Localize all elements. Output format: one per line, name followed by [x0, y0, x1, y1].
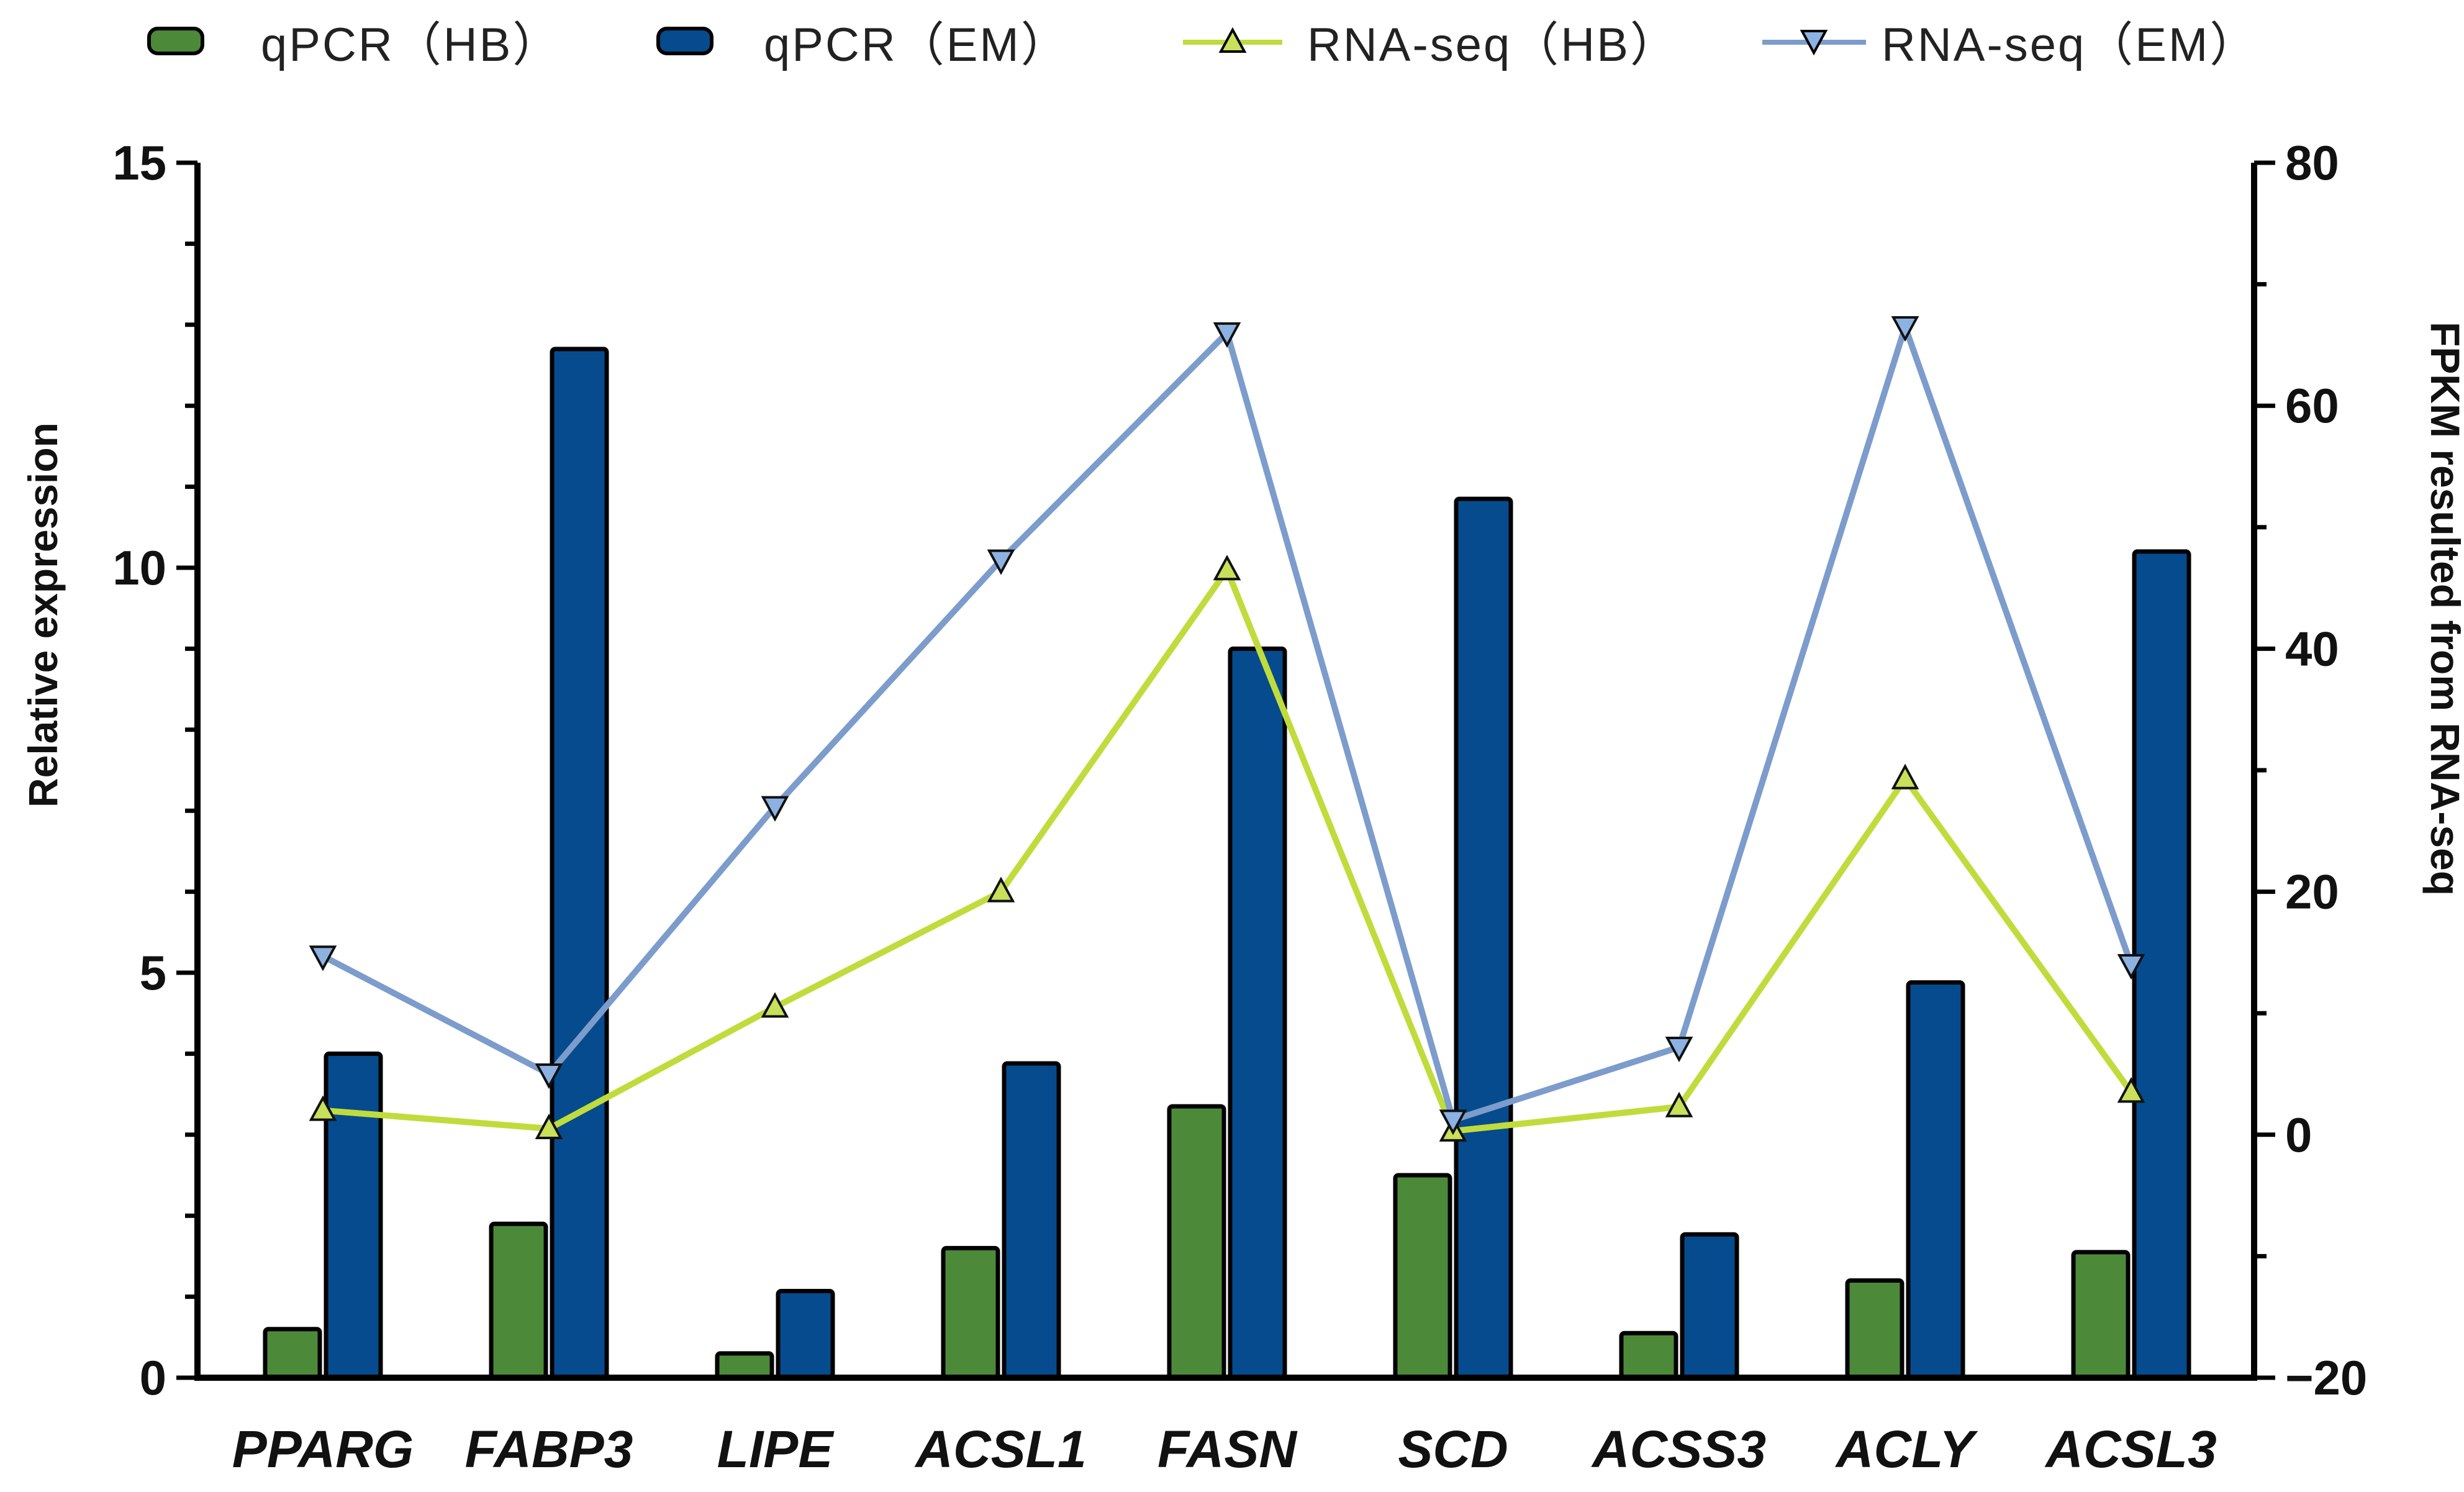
bar-qpcr-em-acss3	[1680, 1232, 1739, 1380]
legend-label-rnaseq-hb: RNA-seq（HB）	[1307, 19, 1679, 71]
y-right-tick-label: 60	[2285, 378, 2339, 433]
legend-swatch-qpcr-hb	[147, 27, 204, 55]
legend-label-qpcr-hb: qPCR（HB）	[261, 19, 561, 71]
marker-rna-seq-em-fabp3	[535, 1063, 563, 1089]
axes-layer: 0 5 10 15 −20 0 20 40 60 80 PPARG FABP3 LIPE ACSL1 FAS…	[112, 135, 2367, 1478]
bar-qpcr-hb-acss3	[1619, 1331, 1678, 1380]
bar-qpcr-em-lipe	[776, 1288, 835, 1380]
y-right-tick-label: 80	[2285, 135, 2339, 190]
marker-rna-seq-hb-acss3	[1665, 1091, 1693, 1117]
bar-qpcr-em-acsl3	[2132, 549, 2191, 1380]
bar-qpcr-em-scd	[1454, 496, 1513, 1380]
x-category-label-fasn: FASN	[1157, 1420, 1298, 1478]
bar-qpcr-hb-scd	[1393, 1173, 1452, 1380]
marker-rna-seq-hb-acly	[1891, 763, 1919, 789]
marker-rna-seq-em-acsl1	[987, 549, 1015, 575]
x-category-label-acsl3: ACSL3	[2044, 1420, 2216, 1478]
legend-item-qpcr-em: qPCR（EM）	[656, 19, 1070, 71]
marker-rna-seq-hb-acsl1	[987, 876, 1015, 903]
x-category-label-scd: SCD	[1398, 1420, 1508, 1478]
x-category-label-acly: ACLY	[1835, 1420, 1978, 1478]
marker-rna-seq-em-scd	[1439, 1109, 1467, 1135]
legend: qPCR（HB） qPCR（EM） RNA-seq（HB） RNA-seq（EM…	[147, 19, 2258, 71]
y-right-tick-label: 0	[2285, 1108, 2312, 1162]
bar-qpcr-hb-lipe	[715, 1351, 774, 1380]
marker-rna-seq-hb-pparg	[309, 1095, 337, 1121]
x-category-label-acss3: ACSS3	[1591, 1420, 1766, 1478]
y-left-tick-label: 10	[112, 540, 166, 595]
y-left-axis-title: Relative expression	[20, 422, 66, 807]
legend-label-qpcr-em: qPCR（EM）	[764, 19, 1070, 71]
bar-qpcr-hb-fabp3	[489, 1221, 548, 1380]
y-right-tick-label: 40	[2285, 621, 2339, 676]
y-left-tick-label: 15	[112, 135, 166, 190]
bar-qpcr-hb-pparg	[263, 1327, 322, 1380]
y-right-tick-label: −20	[2285, 1350, 2367, 1405]
marker-rna-seq-em-pparg	[309, 945, 337, 971]
bars-layer	[263, 347, 2191, 1380]
y-right-axis-title: FPKM resulted from RNA-seq	[2422, 322, 2464, 896]
legend-item-qpcr-hb: qPCR（HB）	[147, 19, 561, 71]
bar-qpcr-em-fasn	[1228, 646, 1287, 1380]
marker-rna-seq-em-acsl3	[2117, 953, 2145, 980]
bar-qpcr-hb-fasn	[1167, 1104, 1226, 1380]
marker-rna-seq-em-acly	[1891, 316, 1919, 342]
bar-qpcr-hb-acly	[1845, 1278, 1905, 1380]
marker-rna-seq-hb-acsl3	[2117, 1077, 2145, 1103]
marker-rna-seq-em-acss3	[1665, 1036, 1693, 1063]
legend-item-rnaseq-em: RNA-seq（EM）	[1762, 19, 2258, 71]
marker-rna-seq-em-lipe	[761, 796, 789, 822]
legend-marker-rnaseq-hb	[1218, 27, 1247, 53]
bar-qpcr-em-acly	[1906, 980, 1965, 1380]
bar-qpcr-hb-acsl1	[941, 1245, 1000, 1380]
marker-rna-seq-hb-fasn	[1213, 555, 1241, 581]
marker-rna-seq-hb-fabp3	[535, 1113, 563, 1140]
x-category-label-fabp3: FABP3	[465, 1420, 633, 1478]
x-category-label-lipe: LIPE	[717, 1420, 835, 1478]
legend-label-rnaseq-em: RNA-seq（EM）	[1882, 19, 2258, 71]
marker-rna-seq-em-fasn	[1213, 322, 1241, 348]
y-left-tick-label: 0	[140, 1350, 166, 1405]
y-left-tick-label: 5	[140, 945, 166, 1000]
bar-qpcr-em-pparg	[324, 1051, 383, 1380]
legend-item-rnaseq-hb: RNA-seq（HB）	[1183, 19, 1679, 71]
x-category-label-acsl1: ACSL1	[914, 1420, 1086, 1478]
marker-rna-seq-hb-lipe	[761, 992, 789, 1018]
y-right-tick-label: 20	[2285, 865, 2339, 919]
lines-layer	[309, 316, 2145, 1142]
bar-qpcr-hb-acsl3	[2071, 1250, 2131, 1380]
x-category-label-pparg: PPARG	[232, 1420, 414, 1478]
legend-marker-rnaseq-em	[1800, 30, 1828, 56]
bar-qpcr-em-acsl1	[1002, 1061, 1061, 1380]
legend-swatch-qpcr-em	[656, 27, 713, 55]
bar-qpcr-em-fabp3	[550, 347, 609, 1380]
